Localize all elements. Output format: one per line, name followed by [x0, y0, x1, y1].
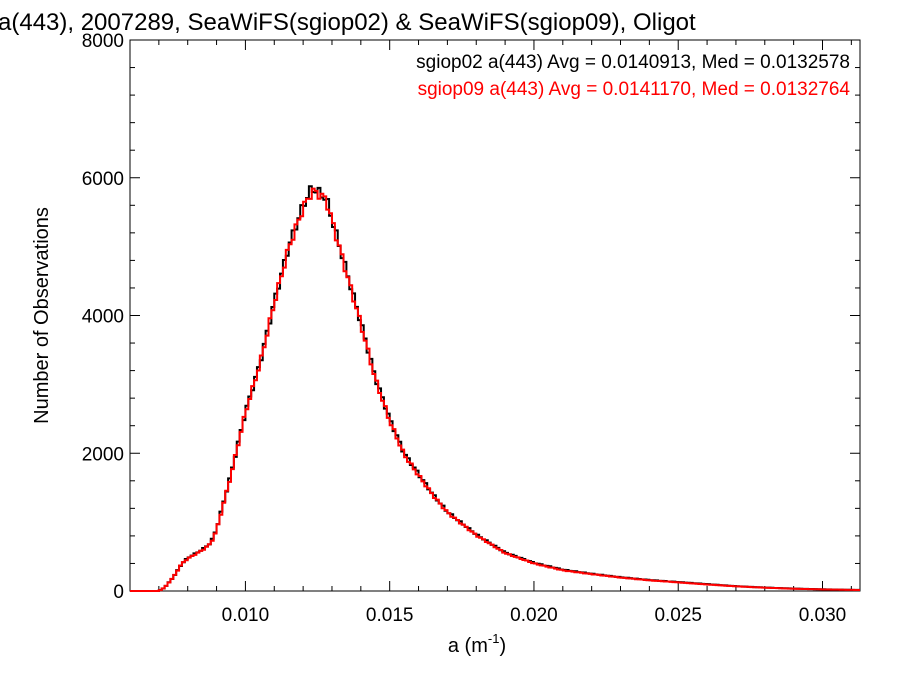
y-tick-label: 0 [113, 582, 124, 603]
x-axis-label: a (m-1) [448, 631, 506, 657]
x-axis-label-close: ) [499, 635, 506, 657]
x-tick-label: 0.015 [366, 605, 414, 626]
y-tick-label: 6000 [82, 169, 124, 190]
y-tick-label: 8000 [82, 31, 124, 52]
y-axis-label: Number of Observations [31, 207, 53, 424]
series-line-sgiop09 [130, 187, 860, 592]
legend: sgiop02 a(443) Avg = 0.0140913, Med = 0.… [416, 52, 850, 100]
y-tick-label: 4000 [82, 307, 124, 328]
x-axis-label-exponent: -1 [488, 631, 500, 646]
x-tick-label: 0.020 [510, 605, 558, 626]
x-tick-label: 0.025 [654, 605, 702, 626]
axis-ticks: 0.010 0.015 0.020 0.025 0.030 0 2000 4000 6000 80… [82, 31, 860, 626]
y-tick-label: 2000 [82, 444, 124, 465]
chart-title: a(443), 2007289, SeaWiFS(sgiop02) & SeaW… [0, 9, 696, 36]
legend-entry-sgiop09: sgiop09 a(443) Avg = 0.0141170, Med = 0.… [418, 79, 851, 100]
series-layer [130, 185, 860, 592]
x-tick-label: 0.010 [222, 605, 270, 626]
x-axis-label-text: a (m [448, 635, 488, 657]
x-tick-label: 0.030 [799, 605, 847, 626]
series-line-sgiop02 [130, 185, 860, 592]
plot-frame [129, 39, 861, 592]
legend-entry-sgiop02: sgiop02 a(443) Avg = 0.0140913, Med = 0.… [416, 52, 850, 73]
